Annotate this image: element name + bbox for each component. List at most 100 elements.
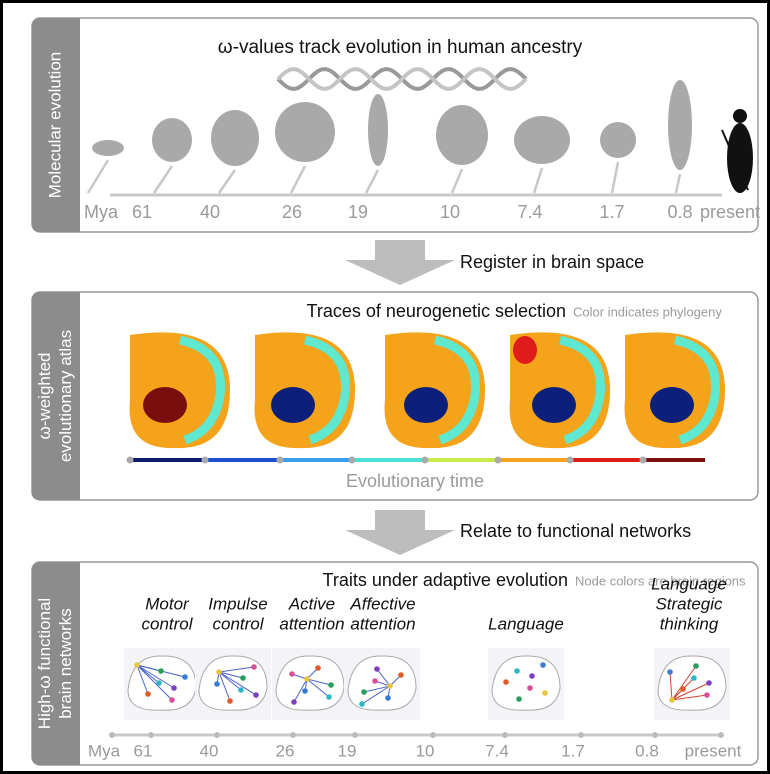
network-node xyxy=(227,698,233,704)
network-node xyxy=(182,674,188,680)
network-node xyxy=(304,676,310,682)
network-node xyxy=(315,665,321,671)
panel-tab-label: ω-weighted xyxy=(35,353,54,440)
brain-outline xyxy=(492,656,560,710)
timeline-dot xyxy=(430,732,436,738)
timeline-dot xyxy=(578,732,584,738)
network-node xyxy=(253,692,259,698)
trait-label: attention xyxy=(279,614,344,633)
animal-silhouette xyxy=(152,118,192,162)
timeline-label: 40 xyxy=(200,202,220,222)
timeline-label: 26 xyxy=(282,202,302,222)
trait-label: Language xyxy=(488,614,564,633)
trait-label: control xyxy=(212,614,264,633)
brain-region xyxy=(271,387,315,423)
timeline-label: 0.8 xyxy=(667,202,692,222)
colorbar-dot xyxy=(349,457,356,464)
panel-tab-label: High-ω functional xyxy=(35,598,54,729)
network-node xyxy=(158,668,164,674)
timeline-label: 10 xyxy=(440,202,460,222)
panel-title: Traces of neurogenetic selection xyxy=(307,301,566,321)
network-node xyxy=(216,669,222,675)
timeline-dot xyxy=(352,732,358,738)
timeline-label: 26 xyxy=(276,741,295,760)
animal-silhouette xyxy=(275,102,335,162)
animal-silhouette xyxy=(368,94,388,166)
animal-silhouette xyxy=(211,110,259,166)
network-node xyxy=(540,662,546,668)
animal-silhouette xyxy=(668,80,692,170)
network-node xyxy=(387,683,393,689)
colorbar-segment xyxy=(205,458,280,462)
network-node xyxy=(706,680,712,686)
animal-silhouette xyxy=(514,116,570,164)
colorbar-segment xyxy=(498,458,570,462)
colorbar-dot xyxy=(202,457,209,464)
timeline-dot xyxy=(652,732,658,738)
axis-label: Evolutionary time xyxy=(346,471,484,491)
colorbar-segment xyxy=(280,458,352,462)
network-node xyxy=(326,694,332,700)
colorbar-dot xyxy=(495,457,502,464)
network-node xyxy=(514,668,520,674)
network-node xyxy=(240,675,246,681)
timeline-label: 40 xyxy=(200,741,219,760)
arrow-label: Register in brain space xyxy=(460,252,644,272)
colorbar-dot xyxy=(640,457,647,464)
timeline-label: 10 xyxy=(416,741,435,760)
timeline-dot xyxy=(148,732,154,738)
timeline-label: 61 xyxy=(134,741,153,760)
human-silhouette xyxy=(727,123,753,193)
animal-silhouette xyxy=(92,140,124,156)
timeline-label: 1.7 xyxy=(561,741,585,760)
colorbar-segment xyxy=(570,458,643,462)
timeline-label: 0.8 xyxy=(635,741,659,760)
trait-label: attention xyxy=(350,614,415,633)
arrow-label: Relate to functional networks xyxy=(460,521,691,541)
timeline-label: 1.7 xyxy=(599,202,624,222)
timeline-label: 7.4 xyxy=(517,202,542,222)
timeline-label: 19 xyxy=(348,202,368,222)
network-node xyxy=(667,669,673,675)
network-node xyxy=(385,695,391,701)
human-head xyxy=(733,109,747,123)
network-node xyxy=(302,688,308,694)
trait-label: Impulse xyxy=(208,594,268,613)
network-node xyxy=(145,691,151,697)
trait-label: Strategic xyxy=(655,594,723,613)
network-node xyxy=(372,678,378,684)
timeline-label: Mya xyxy=(88,741,121,760)
colorbar-dot xyxy=(277,457,284,464)
timeline-label: 19 xyxy=(338,741,357,760)
animal-silhouette xyxy=(436,105,488,165)
network-node xyxy=(529,673,535,679)
colorbar-segment xyxy=(425,458,498,462)
trait-label: Language xyxy=(651,574,727,593)
colorbar-segment xyxy=(352,458,425,462)
network-node xyxy=(398,672,404,678)
network-node xyxy=(374,666,380,672)
panel-tab-label: brain networks xyxy=(56,608,75,719)
brain-outline xyxy=(658,656,726,710)
network-node xyxy=(291,699,297,705)
trait-label: control xyxy=(141,614,193,633)
panel-title: ω-values track evolution in human ancest… xyxy=(218,37,583,58)
timeline-dot xyxy=(109,732,115,738)
timeline-label: 7.4 xyxy=(485,741,509,760)
timeline-dot xyxy=(718,732,724,738)
timeline-dot xyxy=(214,732,220,738)
network-node xyxy=(527,685,533,691)
trait-label: Active xyxy=(288,594,335,613)
timeline-label: present xyxy=(685,741,742,760)
network-node xyxy=(503,679,509,685)
timeline-label: 61 xyxy=(132,202,152,222)
trait-label: Affective xyxy=(349,594,415,613)
animal-silhouette xyxy=(600,122,636,158)
network-node xyxy=(328,682,334,688)
timeline-label: present xyxy=(700,202,760,222)
panel-tab-label: Molecular evolution xyxy=(45,52,64,198)
network-node xyxy=(251,664,257,670)
brain-region xyxy=(532,387,576,423)
colorbar-segment xyxy=(130,458,205,462)
network-node xyxy=(669,697,675,703)
